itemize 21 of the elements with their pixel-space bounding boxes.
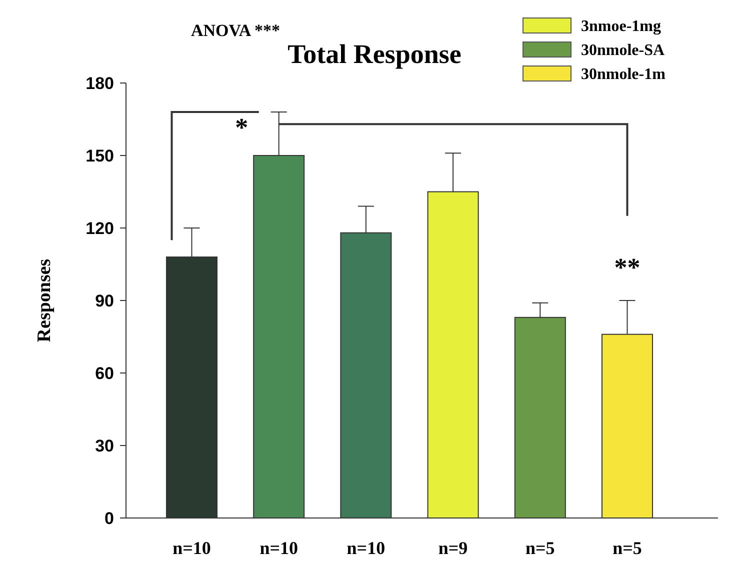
- x-tick-label: n=10: [346, 538, 386, 558]
- legend-label: 30nmole-1m: [581, 66, 666, 83]
- y-tick-label: 150: [86, 146, 114, 166]
- y-tick-label: 180: [86, 74, 114, 93]
- y-axis-title: Responses: [34, 258, 55, 342]
- x-tick-label: n=5: [612, 538, 642, 558]
- x-tick-label: n=10: [260, 538, 298, 558]
- y-tick-label: 0: [104, 509, 114, 528]
- y-tick-label: 90: [95, 292, 114, 310]
- x-tick-label: n=5: [526, 538, 555, 558]
- y-tick-label: 60: [95, 364, 114, 383]
- legend-label: 3nmoe-1mg: [581, 18, 661, 35]
- y-tick-label: 120: [86, 219, 114, 238]
- x-tick-label: n=9: [438, 538, 468, 558]
- y-tick-label: 30: [95, 436, 114, 456]
- annotation: **: [614, 253, 640, 282]
- text: ANOVA ***: [191, 21, 280, 40]
- chart-title: Total Response: [288, 39, 462, 69]
- annotation: *: [235, 113, 248, 142]
- x-tick-label: n=10: [172, 538, 211, 558]
- legend-label: 30nmole-SA: [581, 42, 665, 59]
